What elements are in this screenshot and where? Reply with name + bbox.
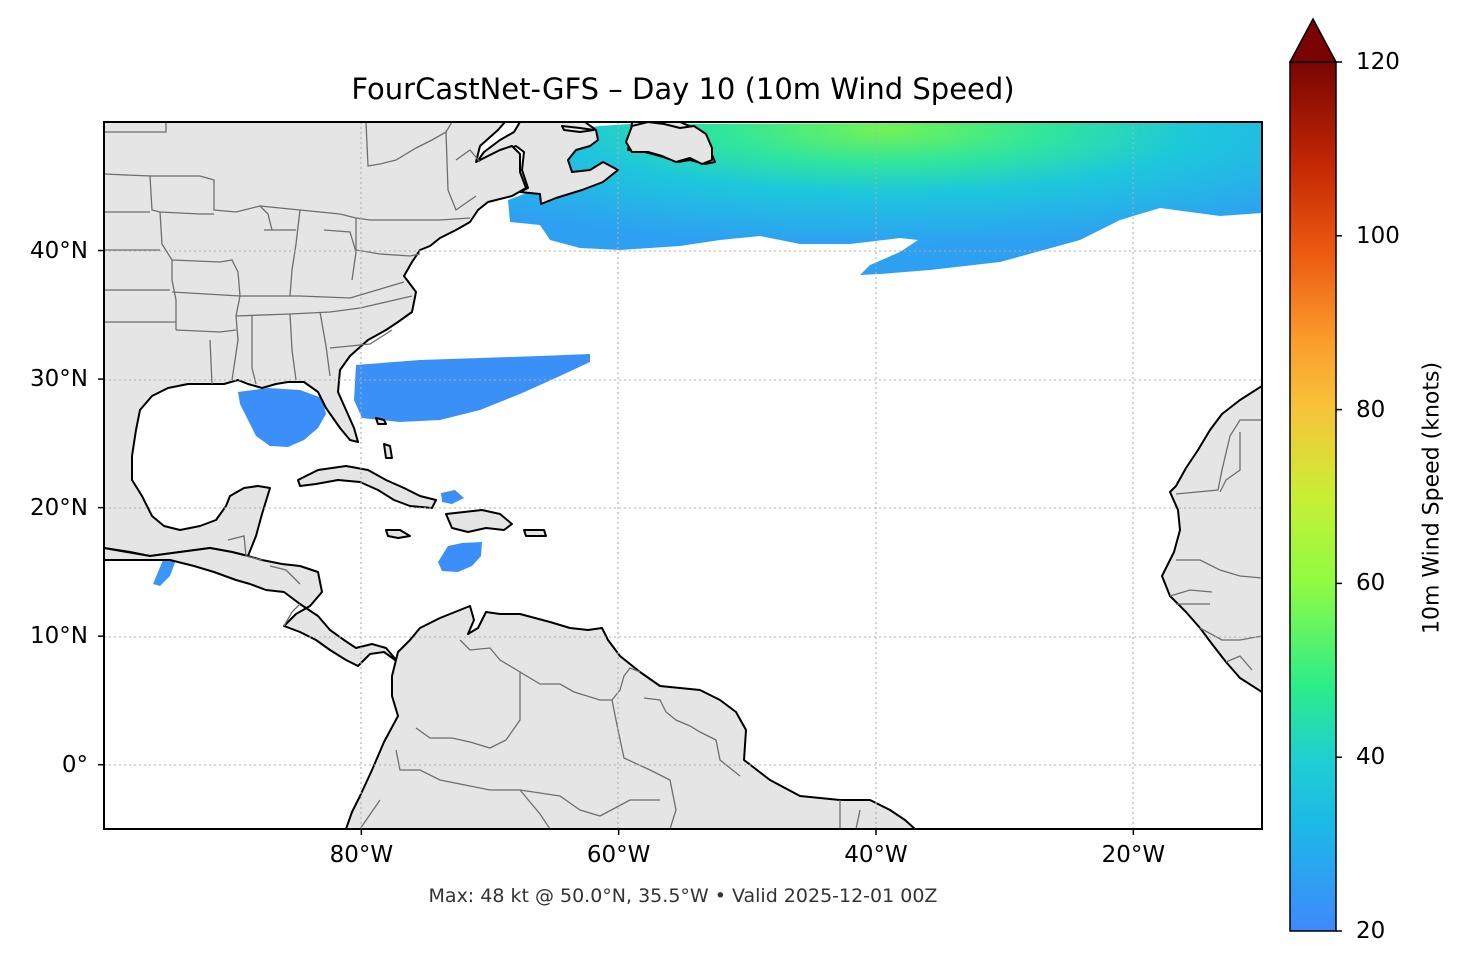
wind-field-se-us bbox=[354, 354, 590, 422]
colorbar-tick-label: 20 bbox=[1356, 918, 1386, 944]
lat-tick-label: 20°N bbox=[30, 494, 88, 521]
lat-tick-marks bbox=[98, 249, 104, 766]
hispaniola bbox=[445, 509, 513, 533]
lon-tick-label: 80°W bbox=[329, 842, 394, 868]
colorbar-tick-label: 120 bbox=[1356, 49, 1400, 75]
colorbar-ticks bbox=[1336, 61, 1342, 932]
africa bbox=[1161, 385, 1262, 693]
colorbar bbox=[1288, 17, 1342, 932]
colorbar-tick-label: 40 bbox=[1356, 744, 1386, 771]
anticosti bbox=[561, 125, 595, 133]
puerto-rico bbox=[523, 529, 547, 537]
lon-tick-label: 40°W bbox=[844, 842, 908, 868]
lat-tick-label: 10°N bbox=[30, 623, 88, 650]
wind-field-tehuantepec bbox=[153, 560, 176, 586]
wind-field-bahamas bbox=[441, 490, 464, 504]
lat-tick-label: 40°N bbox=[30, 237, 88, 264]
lat-tick-label: 30°N bbox=[30, 366, 88, 393]
florida-keys bbox=[375, 417, 387, 425]
political-borders bbox=[104, 122, 1262, 829]
colorbar-gradient bbox=[1289, 61, 1337, 932]
colorbar-tick-label: 100 bbox=[1356, 222, 1400, 249]
newfoundland bbox=[625, 122, 713, 165]
north-america-main bbox=[104, 122, 527, 557]
colorbar-tick-label: 80 bbox=[1356, 396, 1386, 423]
map-area bbox=[104, 122, 1262, 829]
wind-field-gulf bbox=[238, 388, 326, 447]
colorbar-label: 10m Wind Speed (knots) bbox=[1419, 361, 1445, 635]
map-title: FourCastNet-GFS – Day 10 (10m Wind Speed… bbox=[351, 72, 1015, 106]
land bbox=[104, 122, 1262, 829]
footer-note: Max: 48 kt @ 50.0°N, 35.5°W • Valid 2025… bbox=[428, 885, 938, 907]
colorbar-extend-arrow bbox=[1288, 17, 1338, 63]
lon-tick-marks bbox=[360, 829, 1135, 835]
south-america bbox=[345, 605, 916, 829]
lon-tick-label: 60°W bbox=[586, 842, 651, 868]
bahamas-island bbox=[383, 443, 393, 459]
jamaica bbox=[385, 529, 411, 539]
lon-tick-label: 20°W bbox=[1101, 842, 1166, 868]
lat-tick-label: 0° bbox=[61, 751, 88, 778]
colorbar-tick-label: 60 bbox=[1356, 570, 1386, 597]
map-frame bbox=[103, 121, 1263, 830]
wind-field-caribbean bbox=[438, 542, 482, 572]
